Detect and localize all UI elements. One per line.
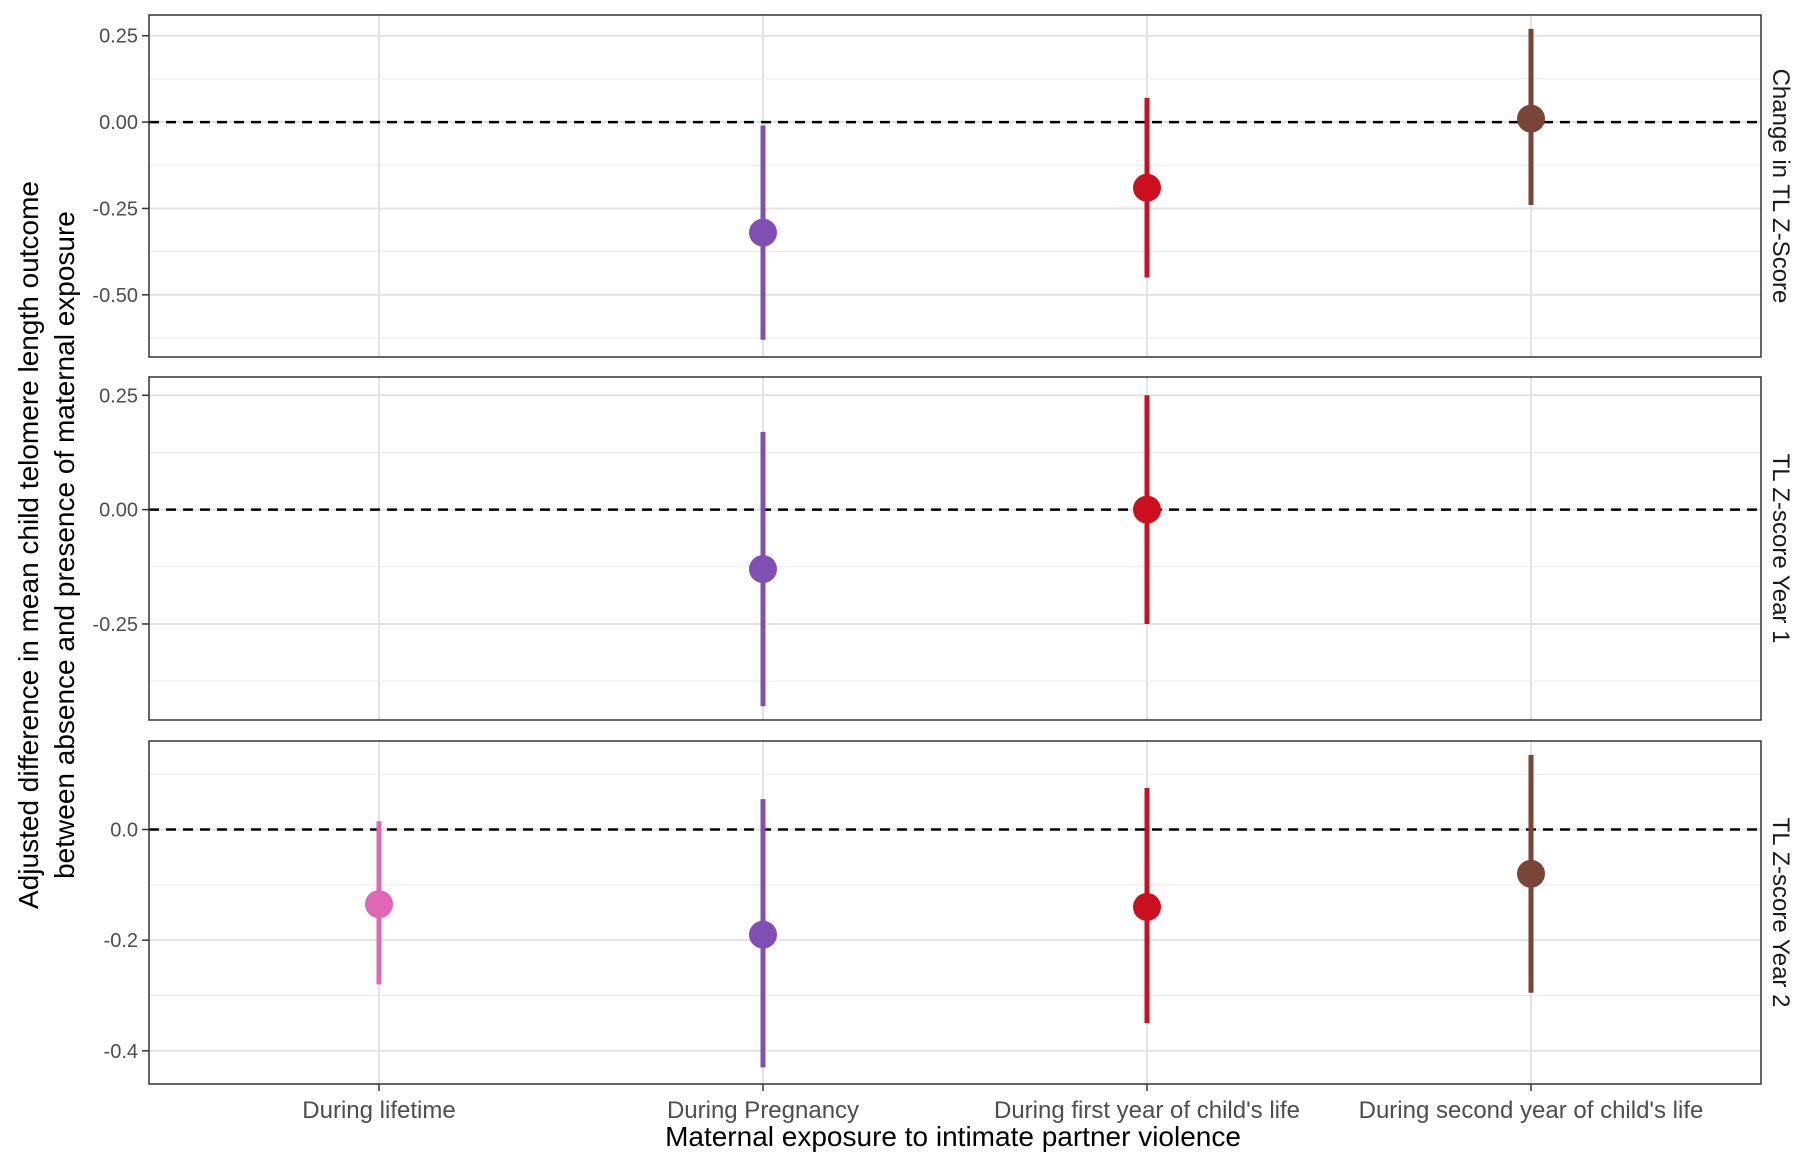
facet-panel: 0.25 0.00 -0.25 TL Z-score Year 1 [92, 376, 1794, 721]
x-tick-label: During second year of child's life [1359, 1097, 1704, 1124]
panel-background [149, 741, 1761, 1084]
x-axis: During lifetime During Pregnancy During fi… [302, 1084, 1703, 1124]
facet-panel: 0.25 0.00 -0.25 -0.50 Change in TL Z-Score [92, 14, 1794, 358]
point-estimate [749, 218, 777, 247]
x-tick-label: During lifetime [302, 1097, 455, 1124]
panel-border [148, 14, 1762, 358]
y-tick-label: -0.50 [92, 285, 138, 307]
y-axis-title-line2: between absence and presence of maternal… [49, 211, 80, 879]
y-tick-label: 0.25 [99, 26, 138, 48]
point-estimate [1133, 495, 1161, 524]
x-tick-label: During Pregnancy [667, 1097, 859, 1124]
panel-background [149, 377, 1761, 720]
facet-strip-label: TL Z-score Year 2 [1767, 818, 1794, 1008]
x-tick-label: During first year of child's life [994, 1097, 1300, 1124]
y-tick-label: 0.00 [99, 112, 138, 134]
point-estimate [365, 890, 393, 919]
y-tick-label: -0.25 [92, 198, 138, 220]
facet-strip-label: Change in TL Z-Score [1767, 69, 1794, 304]
point-estimate [749, 920, 777, 949]
y-tick-label: -0.4 [104, 1041, 138, 1063]
y-axis-title: Adjusted difference in mean child telome… [13, 181, 80, 909]
y-tick-label: -0.25 [92, 614, 138, 636]
panel-background [149, 15, 1761, 357]
facet-panel: 0.0 -0.2 -0.4 TL Z-score Year 2 [104, 740, 1794, 1085]
facet-strip-label: TL Z-score Year 1 [1767, 454, 1794, 644]
point-estimate [1133, 892, 1161, 921]
y-axis-title-line1: Adjusted difference in mean child telome… [13, 181, 44, 909]
x-axis-title: Maternal exposure to intimate partner vi… [665, 1121, 1241, 1152]
point-estimate [749, 555, 777, 584]
y-tick-label: -0.2 [104, 930, 138, 952]
y-tick-label: 0.25 [99, 385, 138, 407]
point-estimate [1517, 859, 1545, 888]
panel-border [148, 376, 1762, 721]
point-estimate [1133, 173, 1161, 202]
y-tick-label: 0.00 [99, 500, 138, 522]
point-estimate [1517, 104, 1545, 133]
facet-panels: 0.250.00-0.25-0.50 Change in TL Z-Score0.… [92, 14, 1794, 1085]
y-tick-label: 0.0 [110, 820, 138, 842]
panel-border [148, 740, 1762, 1085]
